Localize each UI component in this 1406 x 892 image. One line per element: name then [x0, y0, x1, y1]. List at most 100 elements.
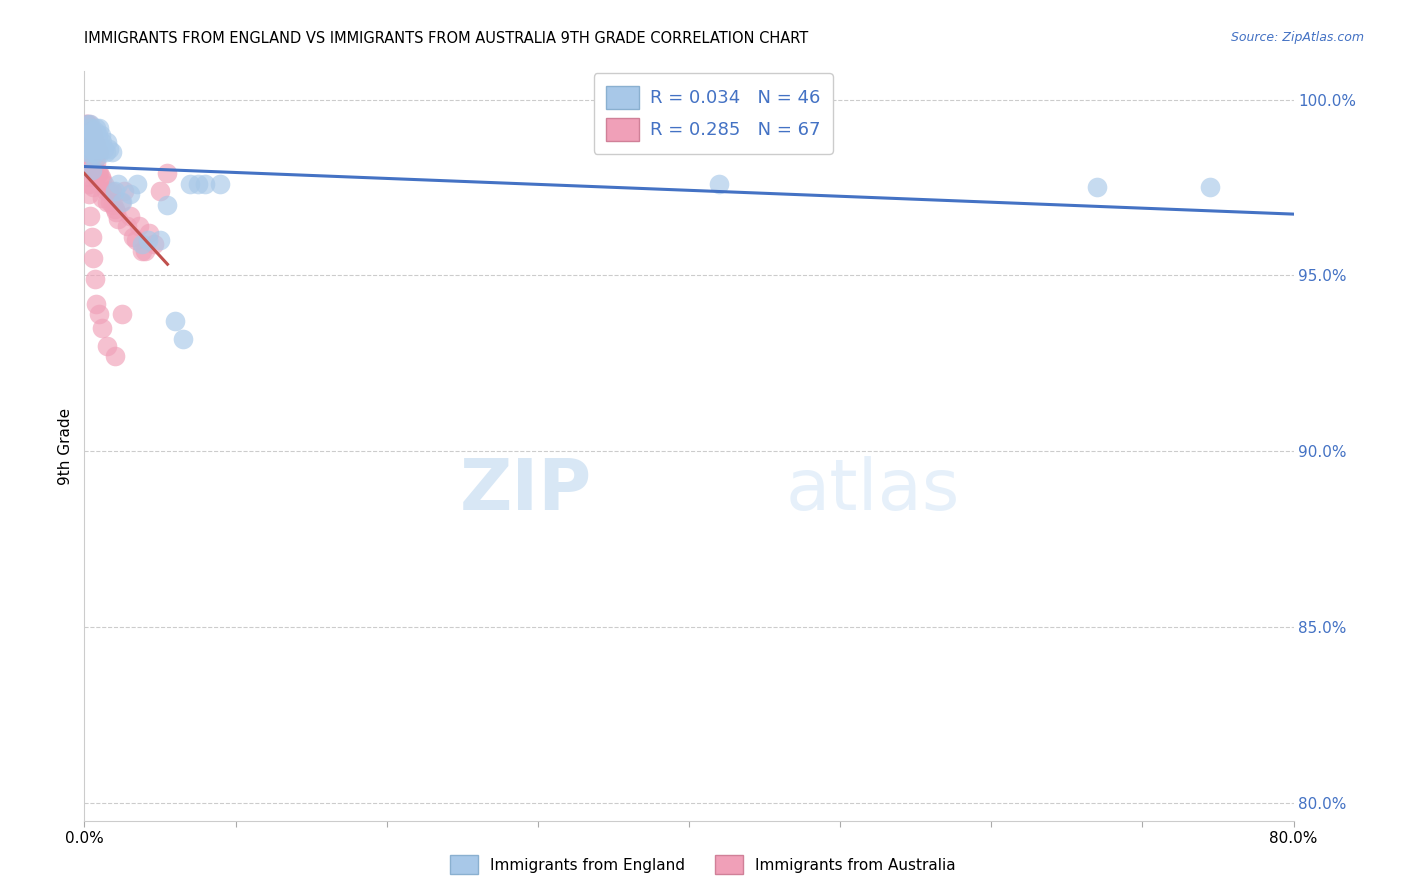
- Point: [156, 198, 179, 212]
- Point: [134, 244, 156, 258]
- Point: [104, 202, 127, 216]
- Point: [79, 209, 101, 223]
- Point: [86, 138, 108, 153]
- Point: [118, 187, 141, 202]
- Point: [87, 166, 110, 180]
- Point: [138, 226, 160, 240]
- Point: [76, 138, 98, 153]
- Point: [80, 124, 103, 138]
- Point: [110, 194, 132, 209]
- Point: [128, 219, 150, 234]
- Point: [136, 233, 159, 247]
- Point: [84, 124, 107, 138]
- Point: [90, 128, 112, 142]
- Point: [79, 159, 101, 173]
- Point: [91, 321, 114, 335]
- Point: [76, 135, 98, 149]
- Point: [121, 229, 143, 244]
- Point: [105, 205, 128, 219]
- Point: [75, 135, 97, 149]
- Point: [1199, 180, 1222, 194]
- Point: [165, 314, 187, 328]
- Point: [107, 177, 129, 191]
- Point: [107, 212, 129, 227]
- Point: [149, 184, 172, 198]
- Point: [87, 149, 110, 163]
- Point: [93, 142, 115, 156]
- Point: [80, 142, 103, 156]
- Point: [96, 194, 118, 209]
- Point: [149, 233, 172, 247]
- Point: [156, 166, 179, 180]
- Point: [91, 135, 114, 149]
- Point: [100, 184, 122, 198]
- Point: [84, 272, 107, 286]
- Point: [80, 162, 103, 177]
- Y-axis label: 9th Grade: 9th Grade: [58, 408, 73, 484]
- Point: [104, 349, 127, 363]
- Text: IMMIGRANTS FROM ENGLAND VS IMMIGRANTS FROM AUSTRALIA 9TH GRADE CORRELATION CHART: IMMIGRANTS FROM ENGLAND VS IMMIGRANTS FR…: [84, 31, 808, 46]
- Point: [194, 177, 217, 191]
- Text: Source: ZipAtlas.com: Source: ZipAtlas.com: [1230, 31, 1364, 45]
- Point: [80, 145, 103, 160]
- Point: [77, 117, 100, 131]
- Point: [84, 153, 107, 167]
- Point: [87, 128, 110, 142]
- Point: [89, 307, 111, 321]
- Point: [131, 236, 153, 251]
- Point: [89, 142, 111, 156]
- Point: [76, 117, 98, 131]
- Point: [77, 153, 100, 167]
- Point: [82, 145, 104, 160]
- Point: [75, 128, 97, 142]
- Point: [142, 236, 165, 251]
- Point: [125, 233, 148, 247]
- Point: [100, 145, 122, 160]
- Point: [79, 117, 101, 131]
- Point: [75, 145, 97, 160]
- Point: [94, 184, 117, 198]
- Point: [111, 307, 134, 321]
- Point: [80, 162, 103, 177]
- Legend: R = 0.034   N = 46, R = 0.285   N = 67: R = 0.034 N = 46, R = 0.285 N = 67: [593, 73, 832, 153]
- Point: [84, 135, 107, 149]
- Point: [75, 153, 97, 167]
- Point: [77, 177, 100, 191]
- Point: [91, 191, 114, 205]
- Point: [179, 177, 201, 191]
- Point: [77, 142, 100, 156]
- Point: [80, 124, 103, 138]
- Point: [84, 169, 107, 184]
- Point: [84, 145, 107, 160]
- Point: [111, 194, 134, 209]
- Point: [127, 177, 149, 191]
- Point: [1085, 180, 1108, 194]
- Legend: Immigrants from England, Immigrants from Australia: Immigrants from England, Immigrants from…: [444, 849, 962, 880]
- Point: [76, 117, 98, 131]
- Point: [115, 219, 138, 234]
- Point: [172, 332, 194, 346]
- Point: [96, 339, 118, 353]
- Point: [77, 120, 100, 135]
- Point: [112, 184, 135, 198]
- Point: [82, 149, 104, 163]
- Point: [82, 128, 104, 142]
- Point: [87, 145, 110, 160]
- Point: [86, 296, 108, 310]
- Point: [96, 135, 118, 149]
- Point: [86, 120, 108, 135]
- Point: [77, 135, 100, 149]
- Point: [97, 142, 120, 156]
- Point: [79, 135, 101, 149]
- Point: [75, 117, 97, 131]
- Point: [89, 145, 111, 160]
- Point: [77, 169, 100, 184]
- Text: ZIP: ZIP: [460, 457, 592, 525]
- Point: [91, 173, 114, 187]
- Point: [86, 156, 108, 170]
- Point: [98, 194, 121, 209]
- Text: atlas: atlas: [786, 457, 960, 525]
- Point: [104, 184, 127, 198]
- Point: [93, 177, 115, 191]
- Point: [77, 187, 100, 202]
